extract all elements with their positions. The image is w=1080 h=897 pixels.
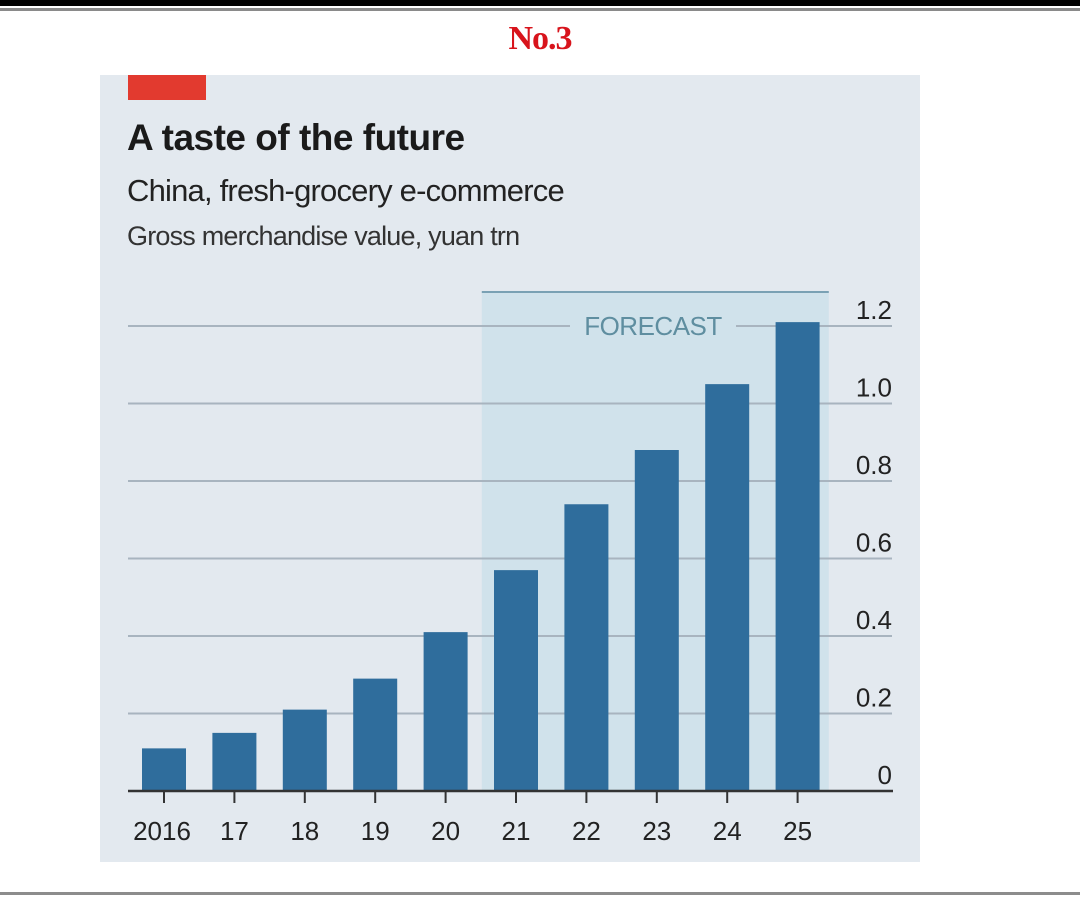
y-tick-label: 0.8 xyxy=(856,450,892,480)
bar-chart: FORECAST 00.20.40.60.81.01.2 2016 17 18 19 2… xyxy=(128,291,893,846)
y-tick-label: 1.0 xyxy=(856,373,892,403)
bar-25 xyxy=(775,322,820,791)
bar-17 xyxy=(212,732,257,791)
y-tick-label: 1.2 xyxy=(856,295,892,325)
x-tick-label: 17 xyxy=(220,816,249,846)
x-tick-label: 23 xyxy=(642,816,671,846)
chart-title: A taste of the future xyxy=(127,117,465,158)
x-tick-label: 21 xyxy=(502,816,531,846)
x-axis xyxy=(128,789,893,803)
bar-21 xyxy=(494,570,538,791)
top-border-bar xyxy=(0,0,1080,6)
forecast-label: FORECAST xyxy=(584,311,722,341)
x-tick-label: 24 xyxy=(713,816,742,846)
y-tick-label: 0 xyxy=(878,760,892,790)
page-label: No.3 xyxy=(508,20,572,57)
x-tick-label: 2016 xyxy=(133,816,191,846)
bar-24 xyxy=(705,384,750,791)
x-tick-label: 18 xyxy=(290,816,319,846)
red-accent-tag xyxy=(128,75,206,100)
x-tick-label: 19 xyxy=(361,816,390,846)
bar-22 xyxy=(564,504,609,791)
chart-units: Gross merchandise value, yuan trn xyxy=(127,221,520,251)
bottom-rule xyxy=(0,892,1080,895)
bar-18 xyxy=(282,709,327,791)
x-tick-label: 20 xyxy=(431,816,460,846)
x-tick-labels: 2016 17 18 19 20 21 22 23 24 25 xyxy=(133,816,812,846)
top-rule xyxy=(0,8,1080,11)
chart-subtitle: China, fresh-grocery e-commerce xyxy=(127,173,565,208)
bar-20 xyxy=(423,632,468,791)
bar-2016 xyxy=(142,748,186,791)
x-tick-label: 25 xyxy=(783,816,812,846)
y-tick-label: 0.6 xyxy=(856,528,892,558)
chart-panel: A taste of the future China, fresh-groce… xyxy=(100,75,920,862)
bar-19 xyxy=(353,678,398,791)
y-tick-labels: 0 0.2 0.4 0.6 0.8 1.0 1.2 xyxy=(856,295,892,790)
x-tick-label: 22 xyxy=(572,816,601,846)
bars xyxy=(142,322,820,791)
y-tick-label: 0.2 xyxy=(856,683,892,713)
y-tick-label: 0.4 xyxy=(856,605,892,635)
bar-23 xyxy=(634,450,679,791)
